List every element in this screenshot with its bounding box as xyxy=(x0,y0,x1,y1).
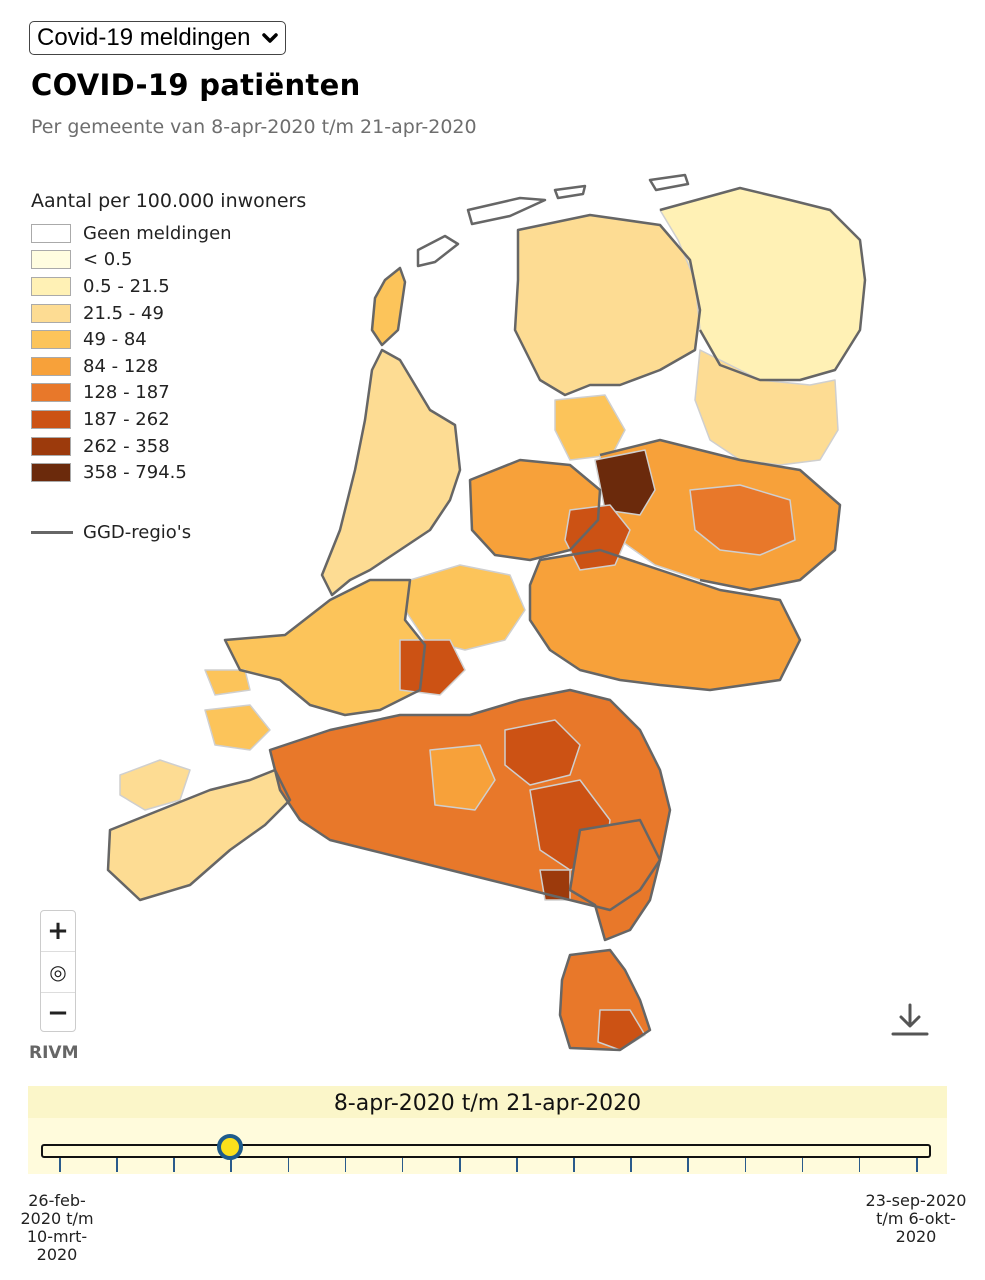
legend-item: 21.5 - 49 xyxy=(31,300,361,327)
island-ameland xyxy=(553,184,587,200)
legend-swatch xyxy=(31,276,71,296)
region-schouwen xyxy=(204,704,271,751)
region-dordrecht xyxy=(399,639,466,696)
zoom-in-button[interactable]: + xyxy=(41,911,75,952)
island-texel xyxy=(370,266,407,347)
region-tilburg xyxy=(429,744,496,811)
choropleth-map[interactable] xyxy=(100,170,870,1060)
region-friesland xyxy=(514,214,701,396)
map-legend: Aantal per 100.000 inwoners Geen melding… xyxy=(31,190,361,543)
legend-item: 187 - 262 xyxy=(31,406,361,433)
timeline-tick xyxy=(401,1158,404,1172)
timeline-tick xyxy=(630,1158,632,1172)
legend-item-label: 0.5 - 21.5 xyxy=(83,275,170,297)
map-islands xyxy=(370,173,690,347)
timeline-tick xyxy=(287,1158,290,1172)
legend-swatch xyxy=(31,303,71,323)
timeline-tick xyxy=(916,1158,918,1172)
dataset-select-value: Covid-19 meldingen xyxy=(37,24,251,51)
island-schiermonnikoog xyxy=(648,173,690,192)
timeline-start-label: 26-feb-2020 t/m 10-mrt-2020 xyxy=(20,1191,94,1264)
timeline-track[interactable] xyxy=(41,1144,931,1158)
region-noord-holland xyxy=(321,349,461,596)
region-utrecht xyxy=(404,564,526,651)
zoom-out-button[interactable]: − xyxy=(47,998,69,1028)
chevron-down-icon xyxy=(261,28,279,52)
legend-item: 0.5 - 21.5 xyxy=(31,273,361,300)
legend-item: 358 - 794.5 xyxy=(31,459,361,486)
timeline-tick xyxy=(858,1158,861,1172)
timeline-tick xyxy=(573,1158,575,1172)
timeline-panel: 8-apr-2020 t/m 21-apr-2020 xyxy=(28,1086,947,1174)
timeline-tick xyxy=(344,1158,347,1172)
region-den-bosch xyxy=(504,719,581,786)
legend-item: 262 - 358 xyxy=(31,433,361,460)
download-icon[interactable] xyxy=(890,1003,930,1041)
region-walcheren xyxy=(119,759,191,811)
legend-item-label: 187 - 262 xyxy=(83,408,170,430)
legend-item: 49 - 84 xyxy=(31,326,361,353)
legend-item-label: 21.5 - 49 xyxy=(83,302,164,324)
legend-swatch xyxy=(31,383,71,403)
timeline-tick xyxy=(116,1158,118,1172)
legend-swatch xyxy=(31,250,71,270)
dataset-select[interactable]: Covid-19 meldingen xyxy=(29,21,286,55)
timeline-tick xyxy=(516,1158,518,1172)
legend-ggd-label: GGD-regio's xyxy=(83,521,192,543)
legend-swatch xyxy=(31,330,71,350)
legend-item-label: 49 - 84 xyxy=(83,329,147,351)
timeline-tick xyxy=(687,1158,690,1172)
region-zwolle-area xyxy=(594,449,656,516)
legend-swatch xyxy=(31,356,71,376)
region-drenthe xyxy=(694,349,839,466)
source-label: RIVM xyxy=(29,1043,79,1063)
region-goeree xyxy=(204,669,251,696)
legend-classes: Geen meldingen < 0.5 0.5 - 21.5 21.5 - 49 49… xyxy=(31,220,361,486)
timeline-tick xyxy=(744,1158,747,1172)
legend-item-label: Geen meldingen xyxy=(83,222,232,244)
timeline-handle[interactable] xyxy=(217,1134,244,1160)
timeline-tick xyxy=(458,1158,461,1172)
timeline-tick xyxy=(230,1158,232,1172)
timeline-tick xyxy=(801,1158,804,1172)
legend-item: 84 - 128 xyxy=(31,353,361,380)
legend-swatch xyxy=(31,409,71,429)
legend-item-label: 84 - 128 xyxy=(83,355,159,377)
legend-swatch xyxy=(31,463,71,483)
page-subtitle: Per gemeente van 8-apr-2020 t/m 21-apr-2… xyxy=(31,116,477,138)
zoom-control: + ◎ − xyxy=(40,910,76,1032)
legend-item: < 0.5 xyxy=(31,247,361,274)
legend-ggd-item: GGD-regio's xyxy=(31,522,361,543)
timeline-tick xyxy=(59,1158,61,1172)
island-vlieland xyxy=(416,234,460,268)
ggd-boundaries xyxy=(106,186,867,1052)
page-title: COVID-19 patiënten xyxy=(31,68,361,102)
legend-swatch xyxy=(31,223,71,243)
legend-swatch xyxy=(31,436,71,456)
timeline-slider[interactable] xyxy=(28,1118,947,1174)
legend-item-label: 358 - 794.5 xyxy=(83,462,187,484)
timeline-ticks xyxy=(28,1158,947,1176)
timeline-tick xyxy=(173,1158,175,1172)
legend-item-label: 262 - 358 xyxy=(83,435,170,457)
timeline-current-period: 8-apr-2020 t/m 21-apr-2020 xyxy=(333,1091,642,1116)
region-zuid-holland xyxy=(224,579,426,716)
map-regions xyxy=(107,187,866,1051)
legend-item-label: < 0.5 xyxy=(83,249,133,271)
timeline-end-label: 23-sep-2020 t/m 6-okt-2020 xyxy=(865,1191,967,1246)
legend-item: Geen meldingen xyxy=(31,220,361,247)
island-terschelling xyxy=(466,196,547,226)
legend-item: 128 - 187 xyxy=(31,380,361,407)
legend-item-label: 128 - 187 xyxy=(83,382,170,404)
recenter-button[interactable]: ◎ xyxy=(41,952,75,993)
legend-title: Aantal per 100.000 inwoners xyxy=(31,190,307,212)
ggd-line-swatch xyxy=(31,531,73,534)
region-twente xyxy=(689,484,796,556)
